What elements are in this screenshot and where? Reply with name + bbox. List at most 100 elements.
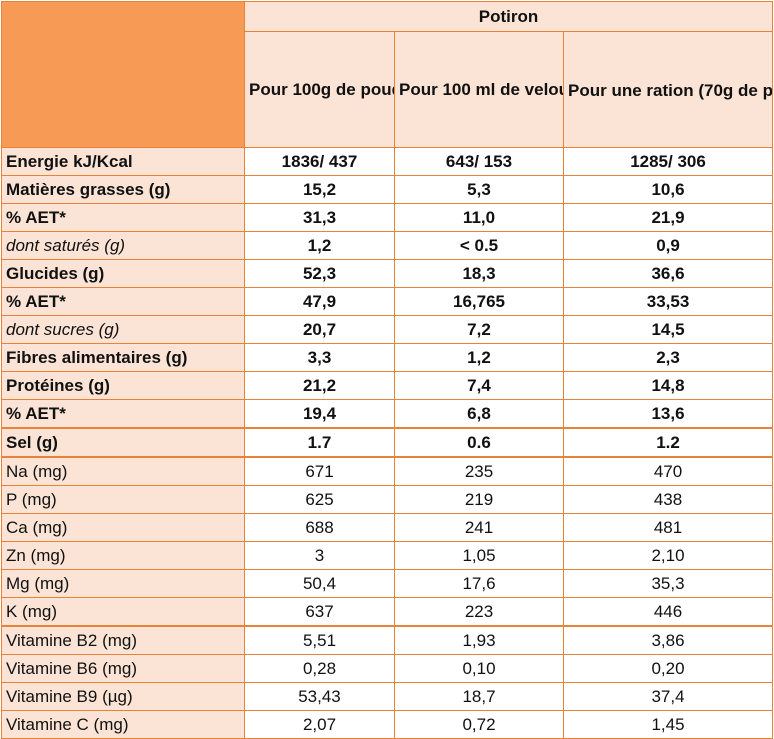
- row-label: Glucides (g): [1, 259, 245, 288]
- table-row: Fibres alimentaires (g) 3,3 1,2 2,3: [1, 343, 774, 372]
- table-row: Vitamine C (mg) 2,07 0,72 1,45: [1, 710, 774, 739]
- row-value: 21,9: [562, 203, 774, 232]
- row-value: 0,72: [394, 710, 564, 739]
- title-row: Potiron: [1, 1, 774, 148]
- row-value: 0,10: [394, 654, 564, 683]
- row-label: Vitamine B6 (mg): [1, 654, 245, 683]
- row-value: 16,765: [394, 287, 564, 316]
- row-value: 6,8: [394, 399, 564, 429]
- row-value: 15,2: [244, 175, 395, 204]
- row-value: 37,4: [562, 682, 774, 711]
- table-row: dont sucres (g) 20,7 7,2 14,5: [1, 315, 774, 344]
- row-value: 17,6: [394, 569, 564, 598]
- row-label: Sel (g): [1, 427, 245, 458]
- row-label: % AET*: [1, 399, 245, 429]
- column-header-100ml-veloute: Pour 100 ml de velouté: [394, 31, 564, 148]
- row-value: 20,7: [244, 315, 395, 344]
- row-label: Vitamine B2 (mg): [1, 625, 245, 655]
- row-value: 219: [394, 485, 564, 514]
- row-value: 241: [394, 513, 564, 542]
- table-row: Na (mg) 671 235 470: [1, 456, 774, 486]
- table-row: K (mg) 637 223 446: [1, 597, 774, 627]
- column-header-ration: Pour une ration (70g de poudre dans 130 …: [562, 31, 774, 148]
- row-value: 52,3: [244, 259, 395, 288]
- row-value: 10,6: [562, 175, 774, 204]
- row-label: Matières grasses (g): [1, 175, 245, 204]
- row-value: 438: [562, 485, 774, 514]
- row-value: 1836/ 437: [244, 147, 395, 176]
- row-value: 1285/ 306: [562, 147, 774, 176]
- row-value: 0,20: [562, 654, 774, 683]
- row-value: 2,07: [244, 710, 395, 739]
- row-value: 7,2: [394, 315, 564, 344]
- row-value: 19,4: [244, 399, 395, 429]
- row-value: 235: [394, 456, 564, 486]
- row-value: 35,3: [562, 569, 774, 598]
- row-value: 643/ 153: [394, 147, 564, 176]
- table-row: % AET* 47,9 16,765 33,53: [1, 287, 774, 316]
- row-label: Vitamine C (mg): [1, 710, 245, 739]
- table-row: Mg (mg) 50,4 17,6 35,3: [1, 569, 774, 598]
- row-label: K (mg): [1, 597, 245, 627]
- row-label: Ca (mg): [1, 513, 245, 542]
- row-value: 0.6: [394, 427, 564, 458]
- row-value: 14,8: [562, 371, 774, 400]
- row-value: 50,4: [244, 569, 395, 598]
- row-value: 2,3: [562, 343, 774, 372]
- row-value: 1,2: [244, 231, 395, 260]
- row-value: 671: [244, 456, 395, 486]
- row-value: 625: [244, 485, 395, 514]
- row-label: dont saturés (g): [1, 231, 245, 260]
- row-value: 446: [562, 597, 774, 627]
- table-row: Protéines (g) 21,2 7,4 14,8: [1, 371, 774, 400]
- row-value: 33,53: [562, 287, 774, 316]
- table-row: Sel (g) 1.7 0.6 1.2: [1, 427, 774, 458]
- row-value: 1,2: [394, 343, 564, 372]
- row-value: 481: [562, 513, 774, 542]
- table-row: Zn (mg) 3 1,05 2,10: [1, 541, 774, 570]
- row-value: 18,7: [394, 682, 564, 711]
- table-title: Potiron: [243, 1, 774, 32]
- row-value: 53,43: [244, 682, 395, 711]
- row-label: Energie kJ/Kcal: [1, 147, 245, 176]
- row-value: 31,3: [244, 203, 395, 232]
- corner-cell: [1, 1, 245, 148]
- row-value: 1,05: [394, 541, 564, 570]
- row-value: 14,5: [562, 315, 774, 344]
- table-row: P (mg) 625 219 438: [1, 485, 774, 514]
- row-label: Vitamine B9 (µg): [1, 682, 245, 711]
- row-value: 21,2: [244, 371, 395, 400]
- row-value: 3: [244, 541, 395, 570]
- table-row: Vitamine B6 (mg) 0,28 0,10 0,20: [1, 654, 774, 683]
- row-value: 1,93: [394, 625, 564, 655]
- row-value: 1,45: [562, 710, 774, 739]
- row-value: 11,0: [394, 203, 564, 232]
- row-label: Na (mg): [1, 456, 245, 486]
- row-value: 470: [562, 456, 774, 486]
- row-label: P (mg): [1, 485, 245, 514]
- row-value: 688: [244, 513, 395, 542]
- table-row: Ca (mg) 688 241 481: [1, 513, 774, 542]
- row-label: dont sucres (g): [1, 315, 245, 344]
- table-row: % AET* 31,3 11,0 21,9: [1, 203, 774, 232]
- row-value: 18,3: [394, 259, 564, 288]
- row-label: Mg (mg): [1, 569, 245, 598]
- table-row: Vitamine B2 (mg) 5,51 1,93 3,86: [1, 625, 774, 655]
- row-value: 36,6: [562, 259, 774, 288]
- table-row: Glucides (g) 52,3 18,3 36,6: [1, 259, 774, 288]
- row-value: 0,28: [244, 654, 395, 683]
- row-value: 1.2: [562, 427, 774, 458]
- row-value: 3,3: [244, 343, 395, 372]
- row-label: % AET*: [1, 203, 245, 232]
- row-value: 7,4: [394, 371, 564, 400]
- row-label: Fibres alimentaires (g): [1, 343, 245, 372]
- table-row: Vitamine B9 (µg) 53,43 18,7 37,4: [1, 682, 774, 711]
- row-value: 0,9: [562, 231, 774, 260]
- row-value: 5,3: [394, 175, 564, 204]
- table-row: dont saturés (g) 1,2 < 0.5 0,9: [1, 231, 774, 260]
- row-value: 1.7: [244, 427, 395, 458]
- column-header-100g-powder: Pour 100g de poudre: [244, 31, 395, 148]
- row-value: 5,51: [244, 625, 395, 655]
- table-row: % AET* 19,4 6,8 13,6: [1, 399, 774, 429]
